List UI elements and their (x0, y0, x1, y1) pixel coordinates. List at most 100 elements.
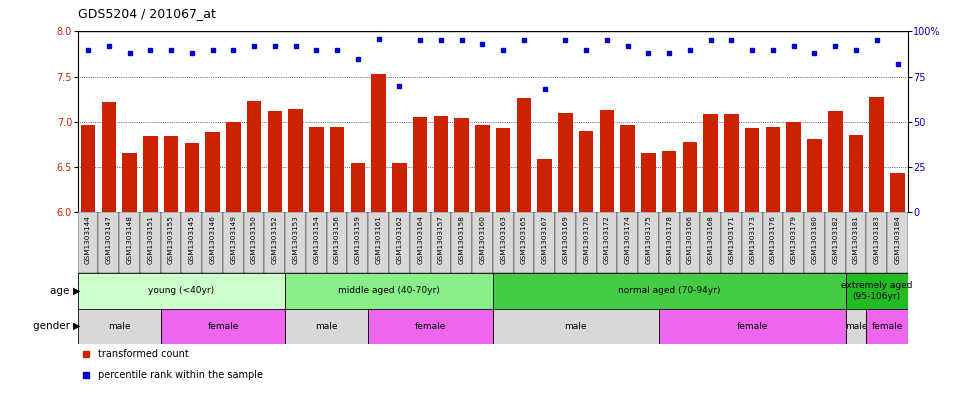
Bar (700, 212, 721, 273)
Bar (887, 212, 908, 273)
Bar (330, 127, 345, 212)
Bar (742, 212, 762, 273)
Bar (517, 98, 531, 212)
Text: GSM1303171: GSM1303171 (728, 215, 734, 264)
Text: GSM1303170: GSM1303170 (584, 215, 589, 264)
Text: GSM1303145: GSM1303145 (188, 215, 195, 264)
Bar (161, 212, 182, 273)
Text: GSM1303164: GSM1303164 (418, 215, 423, 264)
Bar (787, 122, 801, 212)
Text: male: male (108, 322, 130, 331)
Bar (119, 212, 140, 273)
Bar (410, 212, 430, 273)
Bar (452, 212, 472, 273)
Bar (306, 212, 327, 273)
Bar (579, 131, 593, 212)
Bar (389, 212, 410, 273)
Bar (618, 212, 638, 273)
Bar (475, 125, 489, 212)
Bar (620, 125, 635, 212)
Text: male: male (564, 322, 587, 331)
Bar (81, 125, 95, 212)
Bar (98, 212, 119, 273)
Bar (849, 136, 863, 212)
Bar (869, 97, 884, 212)
Bar (555, 212, 576, 273)
Bar (288, 109, 303, 212)
Text: GSM1303162: GSM1303162 (396, 215, 402, 264)
Text: young (<40yr): young (<40yr) (149, 286, 215, 295)
Text: female: female (415, 322, 447, 331)
Bar (413, 118, 427, 212)
Text: gender: gender (33, 321, 73, 331)
Bar (122, 153, 137, 212)
Text: GSM1303161: GSM1303161 (376, 215, 382, 264)
Text: GSM1303157: GSM1303157 (438, 215, 444, 264)
Bar (102, 102, 117, 212)
Bar (285, 212, 306, 273)
Text: GDS5204 / 201067_at: GDS5204 / 201067_at (78, 7, 216, 20)
Bar (348, 212, 368, 273)
Bar (846, 212, 866, 273)
Bar (766, 127, 781, 212)
Bar (247, 101, 261, 212)
Bar (558, 113, 573, 212)
Bar (493, 273, 846, 309)
Text: GSM1303149: GSM1303149 (230, 215, 236, 264)
Bar (371, 74, 385, 212)
Text: GSM1303153: GSM1303153 (292, 215, 299, 264)
Text: ▶: ▶ (73, 321, 81, 331)
Text: GSM1303168: GSM1303168 (708, 215, 714, 264)
Bar (164, 136, 179, 212)
Text: GSM1303150: GSM1303150 (251, 215, 257, 264)
Bar (140, 212, 161, 273)
Text: ▶: ▶ (73, 286, 81, 296)
Bar (78, 212, 98, 273)
Text: GSM1303176: GSM1303176 (770, 215, 776, 264)
Bar (392, 163, 407, 212)
Text: GSM1303180: GSM1303180 (812, 215, 818, 264)
Bar (762, 212, 784, 273)
Text: GSM1303154: GSM1303154 (314, 215, 319, 264)
Bar (205, 132, 219, 212)
Bar (184, 143, 199, 212)
Bar (638, 212, 659, 273)
Bar (662, 151, 677, 212)
Text: GSM1303160: GSM1303160 (480, 215, 486, 264)
Bar (534, 212, 555, 273)
Bar (596, 212, 618, 273)
Text: male: male (316, 322, 338, 331)
Bar (309, 127, 323, 212)
Bar (659, 309, 846, 344)
Bar (454, 118, 469, 212)
Bar (430, 212, 452, 273)
Bar (327, 212, 348, 273)
Bar (434, 116, 449, 212)
Text: male: male (845, 322, 867, 331)
Bar (368, 212, 389, 273)
Bar (78, 309, 161, 344)
Text: GSM1303173: GSM1303173 (750, 215, 755, 264)
Text: GSM1303158: GSM1303158 (458, 215, 465, 264)
Bar (514, 212, 534, 273)
Text: GSM1303183: GSM1303183 (874, 215, 880, 264)
Text: female: female (737, 322, 768, 331)
Bar (828, 111, 843, 212)
Text: GSM1303184: GSM1303184 (894, 215, 900, 264)
Bar (866, 309, 908, 344)
Text: GSM1303156: GSM1303156 (334, 215, 340, 264)
Bar (600, 110, 615, 212)
Text: GSM1303166: GSM1303166 (686, 215, 693, 264)
Text: transformed count: transformed count (98, 349, 189, 359)
Bar (493, 212, 514, 273)
Text: extremely aged
(95-106yr): extremely aged (95-106yr) (841, 281, 913, 301)
Text: GSM1303178: GSM1303178 (666, 215, 672, 264)
Text: GSM1303175: GSM1303175 (646, 215, 652, 264)
Bar (268, 111, 283, 212)
Text: GSM1303182: GSM1303182 (832, 215, 838, 264)
Bar (659, 212, 680, 273)
Text: middle aged (40-70yr): middle aged (40-70yr) (338, 286, 440, 295)
Bar (368, 309, 493, 344)
Bar (264, 212, 285, 273)
Text: GSM1303163: GSM1303163 (500, 215, 506, 264)
